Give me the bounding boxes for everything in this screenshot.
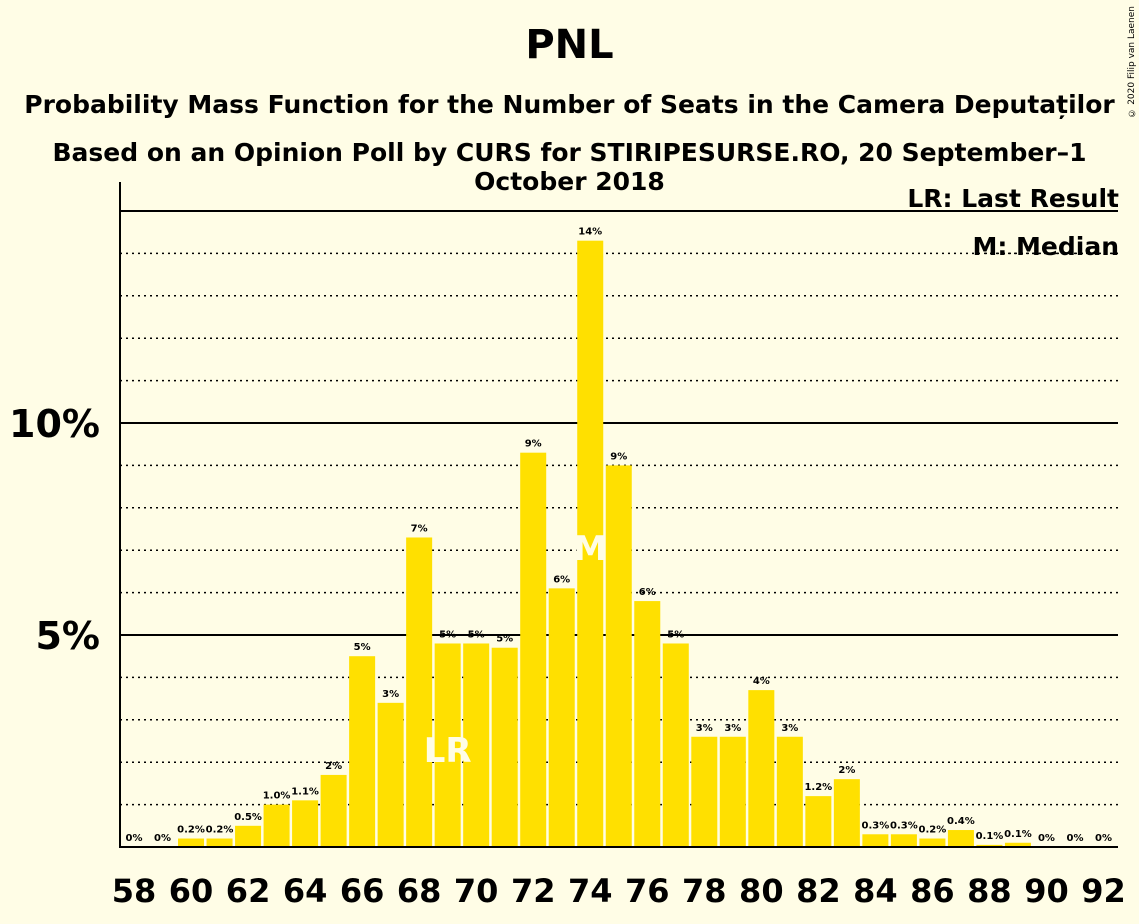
bar-81 bbox=[776, 736, 803, 847]
bar-77 bbox=[662, 643, 689, 847]
bar-label-90: 0% bbox=[1038, 833, 1055, 844]
bar-label-73: 6% bbox=[553, 574, 570, 585]
bar-label-69: 5% bbox=[439, 629, 456, 640]
bar-label-59: 0% bbox=[154, 833, 171, 844]
chart-subtitle: Probability Mass Function for the Number… bbox=[24, 90, 1115, 119]
bar-labels: 0% 0%0.2% 0.2%0.5%1.0% 1.1%2%5%3%7%5% 5% 5%9%… bbox=[126, 227, 1112, 844]
x-tick-66: 66 bbox=[340, 872, 385, 910]
legend-median: M: Median bbox=[972, 232, 1119, 261]
bar-72 bbox=[520, 452, 547, 847]
x-tick-labels: 58 60 62 64 66 68 70 72 74 76 78 80 82 84 86 88 90 92 bbox=[112, 872, 1126, 910]
x-tick-72: 72 bbox=[511, 872, 556, 910]
bar-65 bbox=[320, 774, 347, 847]
bar-76 bbox=[634, 601, 661, 847]
x-tick-92: 92 bbox=[1081, 872, 1126, 910]
bar-84 bbox=[862, 834, 889, 847]
bar-label-58: 0% bbox=[126, 833, 143, 844]
bar-label-77: 5% bbox=[667, 629, 684, 640]
bar-70 bbox=[463, 643, 490, 847]
axes bbox=[119, 182, 1118, 848]
bar-83 bbox=[833, 779, 860, 847]
bar-label-71: 5% bbox=[496, 634, 513, 645]
bar-label-88: 0.1% bbox=[976, 831, 1004, 842]
bar-68 bbox=[406, 537, 433, 847]
markers: LR M bbox=[424, 529, 607, 771]
bar-label-92: 0% bbox=[1095, 833, 1112, 844]
bar-label-84: 0.3% bbox=[862, 820, 890, 831]
bar-label-70: 5% bbox=[468, 629, 485, 640]
x-tick-88: 88 bbox=[967, 872, 1012, 910]
chart-source: Based on an Opinion Poll by CURS for STI… bbox=[52, 138, 1087, 196]
bar-78 bbox=[691, 736, 718, 847]
bar-60 bbox=[178, 838, 205, 847]
bar-74 bbox=[577, 240, 604, 847]
bar-label-87: 0.4% bbox=[947, 816, 975, 827]
bar-89 bbox=[1004, 842, 1031, 847]
bar-label-81: 3% bbox=[781, 723, 798, 734]
x-tick-62: 62 bbox=[226, 872, 271, 910]
bar-label-86: 0.2% bbox=[919, 825, 947, 836]
x-tick-58: 58 bbox=[112, 872, 157, 910]
bar-66 bbox=[349, 656, 376, 847]
marker-m: M bbox=[573, 529, 607, 569]
x-tick-64: 64 bbox=[283, 872, 328, 910]
bar-label-67: 3% bbox=[382, 689, 399, 700]
bar-label-62: 0.5% bbox=[234, 812, 262, 823]
bars bbox=[178, 240, 1031, 847]
bar-label-79: 3% bbox=[724, 723, 741, 734]
bar-63 bbox=[263, 804, 290, 847]
bar-label-75: 9% bbox=[610, 451, 627, 462]
bar-label-74: 14% bbox=[578, 227, 602, 238]
bar-label-89: 0.1% bbox=[1004, 829, 1032, 840]
y-tick-labels: 5% 10% bbox=[9, 402, 100, 658]
x-tick-76: 76 bbox=[625, 872, 670, 910]
bar-71 bbox=[491, 647, 518, 847]
bar-75 bbox=[605, 465, 632, 847]
bar-label-60: 0.2% bbox=[177, 825, 205, 836]
bar-label-61: 0.2% bbox=[206, 825, 234, 836]
bar-label-76: 6% bbox=[639, 587, 656, 598]
bar-87 bbox=[947, 830, 974, 847]
x-tick-84: 84 bbox=[853, 872, 898, 910]
bar-80 bbox=[748, 690, 775, 847]
bar-79 bbox=[719, 736, 746, 847]
bar-label-82: 1.2% bbox=[804, 782, 832, 793]
bar-86 bbox=[919, 838, 946, 847]
x-tick-70: 70 bbox=[454, 872, 499, 910]
bar-label-78: 3% bbox=[696, 723, 713, 734]
x-tick-74: 74 bbox=[568, 872, 613, 910]
bar-62 bbox=[235, 825, 262, 847]
y-tick-10: 10% bbox=[9, 402, 100, 446]
bar-85 bbox=[890, 834, 917, 847]
bar-label-64: 1.1% bbox=[291, 786, 319, 797]
bar-label-72: 9% bbox=[525, 439, 542, 450]
chart-title: PNL bbox=[525, 22, 614, 68]
x-tick-60: 60 bbox=[169, 872, 214, 910]
bar-label-80: 4% bbox=[753, 676, 770, 687]
bar-64 bbox=[292, 800, 319, 847]
bar-73 bbox=[548, 588, 575, 847]
x-tick-90: 90 bbox=[1024, 872, 1069, 910]
bar-label-91: 0% bbox=[1066, 833, 1083, 844]
bar-82 bbox=[805, 796, 832, 847]
legend-last-result: LR: Last Result bbox=[907, 184, 1119, 213]
x-tick-68: 68 bbox=[397, 872, 442, 910]
bar-label-63: 1.0% bbox=[263, 791, 291, 802]
marker-lr: LR bbox=[424, 731, 472, 771]
bar-69 bbox=[434, 643, 461, 847]
x-tick-80: 80 bbox=[739, 872, 784, 910]
bar-61 bbox=[206, 838, 233, 847]
bar-label-65: 2% bbox=[325, 761, 342, 772]
bar-67 bbox=[377, 702, 404, 847]
bar-label-83: 2% bbox=[838, 765, 855, 776]
y-tick-5: 5% bbox=[35, 614, 100, 658]
bar-label-85: 0.3% bbox=[890, 820, 918, 831]
bar-label-68: 7% bbox=[411, 523, 428, 534]
x-tick-78: 78 bbox=[682, 872, 727, 910]
bar-label-66: 5% bbox=[354, 642, 371, 653]
x-tick-86: 86 bbox=[910, 872, 955, 910]
bar-88 bbox=[976, 844, 1003, 847]
x-tick-82: 82 bbox=[796, 872, 841, 910]
